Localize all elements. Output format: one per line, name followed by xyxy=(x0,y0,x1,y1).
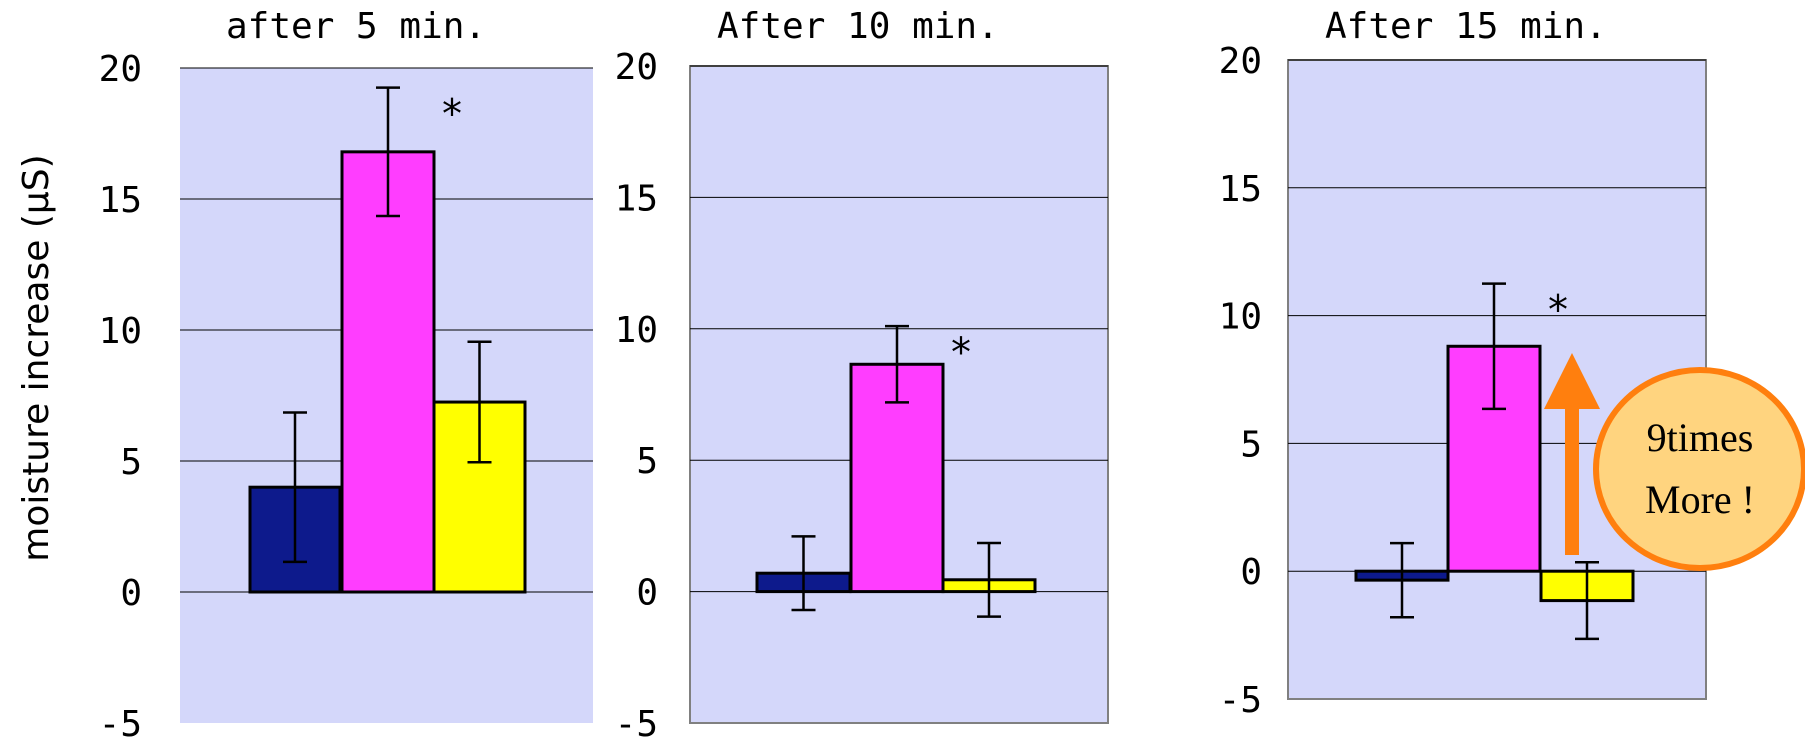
y-tick-label: 15 xyxy=(615,178,658,219)
callout-bubble xyxy=(1593,367,1805,571)
y-tick-label: 10 xyxy=(615,310,658,351)
y-tick-label: -5 xyxy=(1219,680,1262,721)
y-tick-label: 15 xyxy=(99,180,142,221)
y-tick-label: 0 xyxy=(120,573,142,614)
bar xyxy=(340,150,436,594)
callout-group: 9times More ! xyxy=(1544,353,1805,571)
callout-line-1: 9times xyxy=(1647,415,1754,460)
y-tick-label: 20 xyxy=(99,49,142,90)
y-tick-label: 0 xyxy=(636,573,658,614)
chart-panel-after-15-min: 20 15 10 5 0 -5 * xyxy=(1219,41,1707,721)
significance-marker: * xyxy=(442,92,462,138)
y-tick-label: 5 xyxy=(1240,424,1262,465)
y-tick-label: -5 xyxy=(615,704,658,741)
panel-title-1: after 5 min. xyxy=(226,6,486,47)
y-axis-label: moisture increase (μS) xyxy=(16,154,57,561)
panel-title-3: After 15 min. xyxy=(1325,6,1607,47)
y-tick-label: 10 xyxy=(1219,297,1262,338)
y-tick-label: 0 xyxy=(1240,552,1262,593)
y-tick-label: 10 xyxy=(99,311,142,352)
y-tick-label: 5 xyxy=(636,441,658,482)
callout-line-2: More ! xyxy=(1645,477,1755,522)
y-tick-label: 20 xyxy=(615,47,658,88)
panel-title-2: After 10 min. xyxy=(717,6,999,47)
y-tick-label: 20 xyxy=(1219,41,1262,82)
y-tick-label: 15 xyxy=(1219,169,1262,210)
chart-panel-after-10-min: 20 15 10 5 0 -5 * xyxy=(615,47,1109,745)
chart-panel-after-5-min: 20 15 10 5 0 -5 * xyxy=(99,49,593,745)
y-tick-label: -5 xyxy=(99,704,142,741)
y-tick-label: 5 xyxy=(120,442,142,483)
significance-marker: * xyxy=(1548,288,1568,334)
significance-marker: * xyxy=(951,330,971,376)
